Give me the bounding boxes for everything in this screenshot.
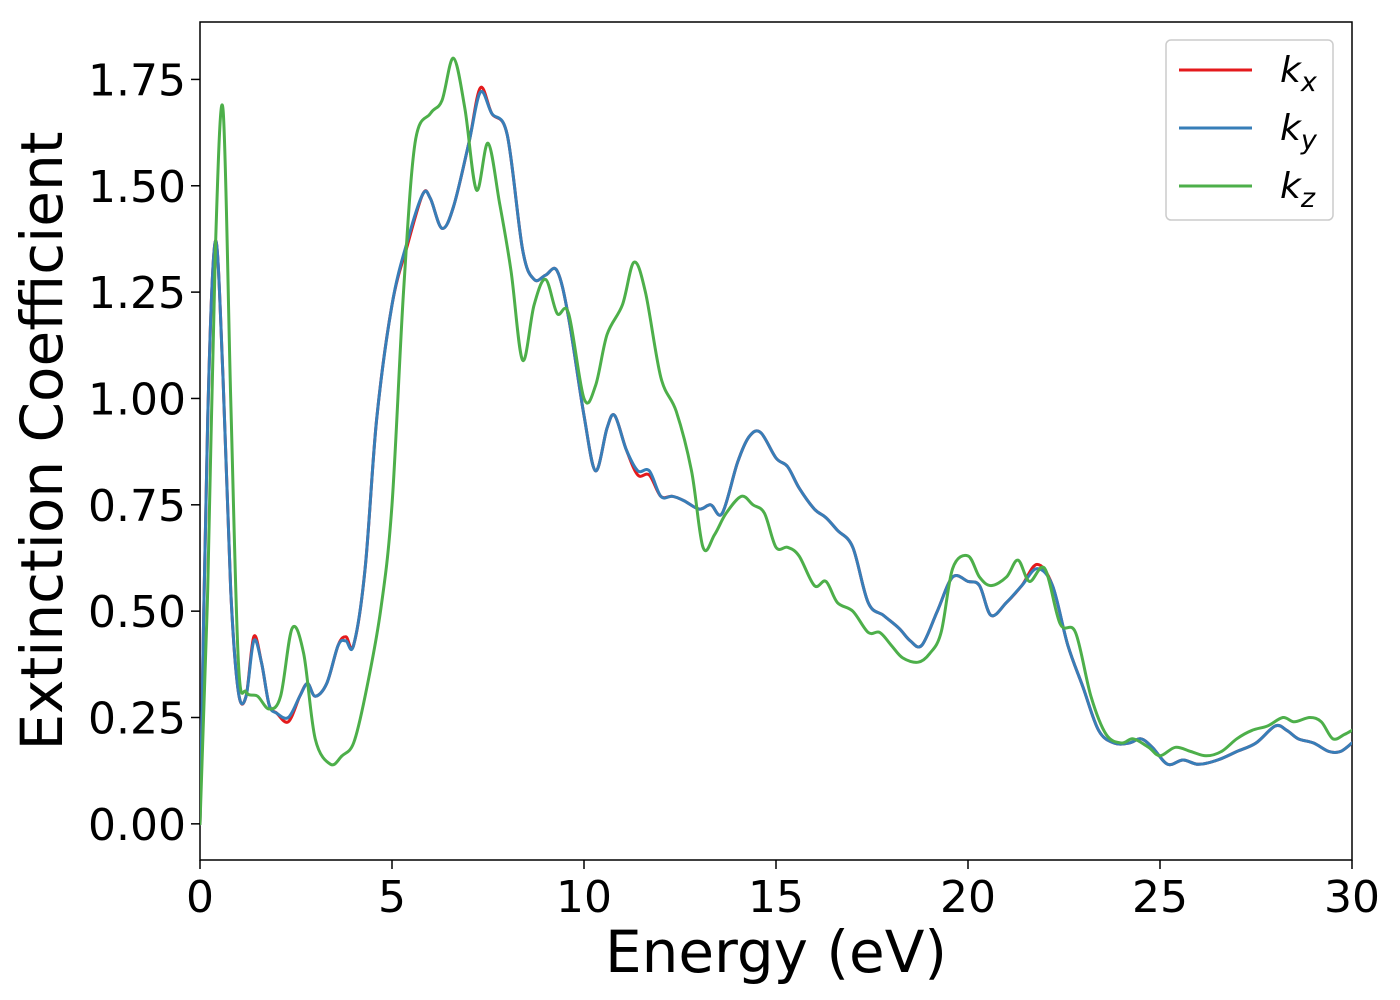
y-tick-label: 1.25 xyxy=(88,268,186,319)
legend-item-kx: kx xyxy=(1179,50,1318,98)
legend-item-ky: ky xyxy=(1179,108,1318,156)
y-tick-label: 0.00 xyxy=(88,800,186,851)
x-axis: 0 5 10 15 20 25 30 xyxy=(186,860,1380,923)
legend-item-kz: kz xyxy=(1179,166,1316,214)
x-tick-label: 30 xyxy=(1324,872,1380,923)
x-tick-label: 10 xyxy=(556,872,612,923)
y-axis-title: Extinction Coefficient xyxy=(8,132,76,751)
x-tick-label: 25 xyxy=(1132,872,1188,923)
y-tick-label: 0.50 xyxy=(88,587,186,638)
y-tick-label: 1.00 xyxy=(88,374,186,425)
x-tick-label: 0 xyxy=(186,872,214,923)
legend-label: ky xyxy=(1280,108,1318,156)
y-axis: 0.00 0.25 0.50 0.75 1.00 1.25 1.50 1.75 xyxy=(88,55,200,851)
y-tick-label: 0.25 xyxy=(88,693,186,744)
legend-box xyxy=(1165,39,1334,221)
x-axis-title: Energy (eV) xyxy=(605,918,947,986)
series-line-kz xyxy=(200,56,1352,826)
legend-label: kx xyxy=(1280,50,1318,98)
series-layer xyxy=(200,56,1352,826)
y-tick-label: 1.50 xyxy=(88,162,186,213)
y-tick-label: 1.75 xyxy=(88,55,186,106)
legend-label: kz xyxy=(1280,166,1316,214)
x-tick-label: 15 xyxy=(748,872,804,923)
x-tick-label: 20 xyxy=(940,872,996,923)
legend: kx ky kz xyxy=(1165,39,1334,221)
y-tick-label: 0.75 xyxy=(88,481,186,532)
series-line-ky xyxy=(200,89,1352,826)
x-tick-label: 5 xyxy=(378,872,406,923)
